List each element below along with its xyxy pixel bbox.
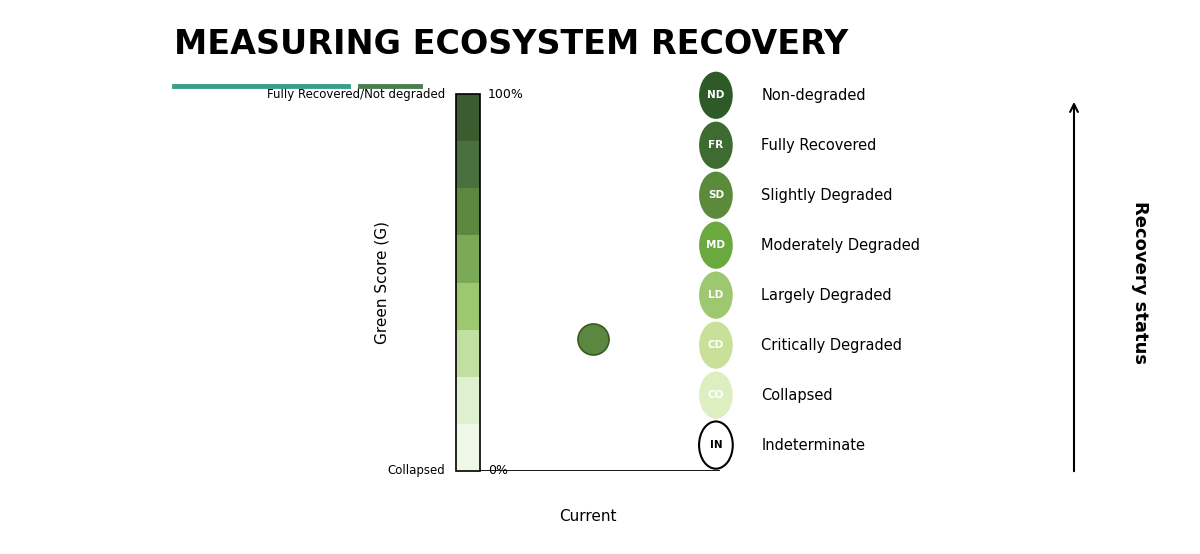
Text: Fully Recovered: Fully Recovered: [761, 138, 877, 153]
Bar: [456, 377, 480, 424]
Circle shape: [700, 321, 733, 369]
Bar: [456, 330, 480, 377]
Bar: [456, 141, 480, 188]
Text: LD: LD: [708, 290, 724, 300]
Text: SD: SD: [708, 190, 724, 200]
Bar: [456, 188, 480, 235]
Point: [583, 335, 602, 343]
Bar: [456, 283, 480, 330]
Text: CO: CO: [708, 390, 724, 400]
Text: Indeterminate: Indeterminate: [761, 438, 865, 453]
Text: Non-degraded: Non-degraded: [761, 88, 866, 103]
Text: Moderately Degraded: Moderately Degraded: [761, 238, 920, 253]
Text: ND: ND: [707, 90, 725, 100]
Circle shape: [700, 172, 733, 219]
Text: Green Score (G): Green Score (G): [374, 221, 390, 344]
Text: Slightly Degraded: Slightly Degraded: [761, 188, 893, 203]
Text: Critically Degraded: Critically Degraded: [761, 337, 902, 353]
Circle shape: [700, 271, 733, 319]
Bar: [456, 94, 480, 141]
Text: Collapsed: Collapsed: [761, 388, 833, 403]
Circle shape: [700, 122, 733, 169]
Circle shape: [700, 372, 733, 419]
Text: Current: Current: [559, 509, 617, 524]
Text: 0%: 0%: [487, 464, 508, 478]
Text: MEASURING ECOSYSTEM RECOVERY: MEASURING ECOSYSTEM RECOVERY: [174, 28, 848, 61]
Bar: [456, 424, 480, 471]
Text: Collapsed: Collapsed: [388, 464, 445, 478]
Text: 100%: 100%: [487, 88, 523, 101]
Text: CD: CD: [708, 340, 724, 350]
Circle shape: [700, 222, 733, 269]
Text: FR: FR: [708, 140, 724, 150]
Circle shape: [700, 71, 733, 119]
Text: IN: IN: [709, 440, 722, 450]
Text: Largely Degraded: Largely Degraded: [761, 288, 892, 302]
Text: Fully Recovered/Not degraded: Fully Recovered/Not degraded: [268, 88, 445, 101]
Circle shape: [700, 422, 733, 469]
Text: Recovery status: Recovery status: [1132, 201, 1150, 364]
Bar: [456, 94, 480, 471]
Bar: [456, 235, 480, 283]
Text: MD: MD: [707, 240, 726, 250]
